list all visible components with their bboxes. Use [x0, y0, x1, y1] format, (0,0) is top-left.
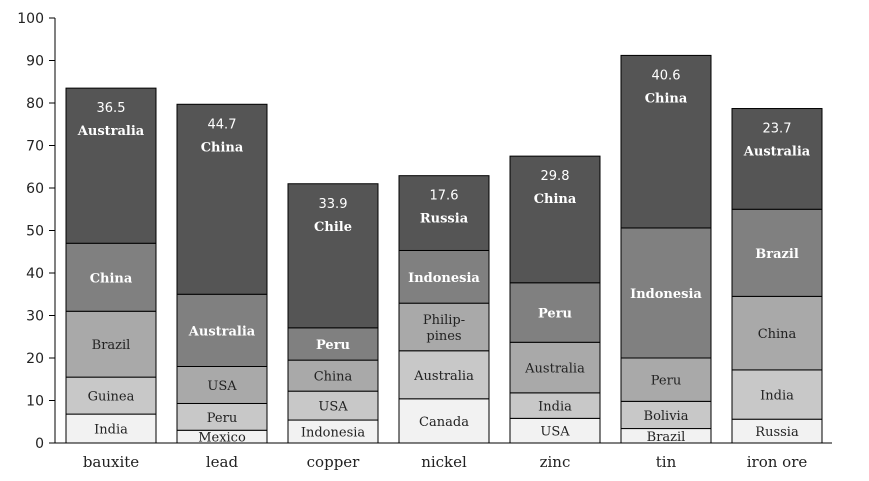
y-tick-label: 40	[26, 266, 44, 282]
bar-segment	[509, 341, 601, 394]
segment-label: USA	[318, 400, 348, 415]
segment-label: China	[758, 327, 797, 342]
segment-label: Guinea	[88, 390, 135, 405]
y-tick-label: 10	[26, 394, 44, 410]
segment-label: Australia	[413, 369, 474, 384]
segment-label: Australia	[77, 124, 145, 139]
bar-segment	[65, 242, 157, 312]
segment-label: China	[201, 140, 244, 155]
bar-segment	[65, 310, 157, 378]
segment-label: Peru	[538, 307, 572, 322]
segment-label: Canada	[419, 415, 469, 430]
y-tick-label: 70	[26, 139, 44, 155]
segment-label: India	[538, 400, 572, 415]
top-segment-value: 40.6	[652, 68, 681, 83]
top-segment-value: 29.8	[541, 169, 570, 184]
y-tick-label: 100	[17, 11, 44, 27]
bar-lead: Mexico Peru USA Australia China 44.7	[176, 103, 268, 446]
bar-segment	[398, 398, 490, 444]
segment-label: China	[314, 370, 353, 385]
top-segment-value: 33.9	[319, 197, 348, 212]
bars-group: India Guinea Brazil China Australia 36.5 Mexic…	[65, 54, 823, 446]
bar-segment	[176, 402, 268, 431]
segment-label: Indonesia	[408, 271, 480, 286]
y-tick-label: 90	[26, 54, 44, 70]
category-label: bauxite	[83, 453, 139, 471]
segment-label: China	[534, 192, 577, 207]
bar-segment	[287, 327, 379, 361]
bar-iron-ore: Russia India China Brazil Australia 23.7	[731, 108, 823, 444]
segment-label: Mexico	[198, 431, 246, 446]
category-label: lead	[206, 453, 239, 471]
bar-segment	[620, 357, 712, 402]
bar-segment	[65, 87, 157, 244]
top-segment-value: 17.6	[430, 189, 459, 204]
y-axis: 0 10 20 30 40 50 60 70 80 90 100	[17, 11, 56, 452]
segment-label: China	[645, 91, 688, 106]
segment-label: Australia	[188, 324, 256, 339]
y-tick-label: 20	[26, 351, 44, 367]
top-segment-value: 36.5	[97, 101, 126, 116]
x-axis: bauxite lead copper nickel zinc tin iron ore	[55, 442, 832, 471]
bar-tin: Brazil Bolivia Peru Indonesia China 40.6	[620, 54, 712, 445]
segment-label: Brazil	[755, 247, 799, 262]
bar-bauxite: India Guinea Brazil China Australia 36.5	[65, 87, 157, 444]
segment-label: Peru	[651, 374, 681, 389]
bar-segment	[176, 293, 268, 367]
bar-segment	[509, 417, 601, 444]
segment-label: Bolivia	[644, 409, 689, 424]
bar-segment	[620, 54, 712, 229]
y-tick-label: 30	[26, 309, 44, 325]
bar-segment	[620, 227, 712, 359]
bar-segment	[398, 350, 490, 400]
segment-label: Indonesia	[301, 426, 366, 441]
bar-segment	[398, 249, 490, 304]
bar-segment	[65, 376, 157, 415]
bar-segment	[398, 175, 490, 251]
segment-label: India	[760, 389, 794, 404]
category-label: iron ore	[747, 453, 808, 471]
segment-label: Russia	[755, 425, 799, 440]
bar-segment	[287, 359, 379, 392]
segment-label: Indonesia	[630, 287, 702, 302]
bar-segment	[620, 400, 712, 430]
bar-segment	[731, 208, 823, 297]
segment-label: Brazil	[647, 430, 686, 445]
bar-segment	[65, 413, 157, 444]
segment-label: India	[94, 423, 128, 438]
segment-label: USA	[540, 425, 570, 440]
segment-label: USA	[207, 379, 237, 394]
category-label: copper	[307, 453, 361, 471]
segment-label: Australia	[743, 145, 811, 160]
segment-label: Chile	[314, 220, 352, 235]
segment-label: Peru	[207, 411, 237, 426]
category-label: zinc	[540, 453, 571, 471]
segment-label: Brazil	[92, 338, 131, 353]
y-tick-label: 80	[26, 96, 44, 112]
top-segment-value: 44.7	[208, 117, 237, 132]
bar-nickel: Canada Australia Philip-pines Indonesia Russ…	[398, 175, 490, 444]
bar-segment	[287, 183, 379, 329]
bar-copper: Indonesia USA China Peru Chile 33.9	[287, 183, 379, 444]
segment-label: Philip-pines	[423, 313, 465, 344]
bar-zinc: USA India Australia Peru China 29.8	[509, 155, 601, 444]
bar-segment	[731, 369, 823, 420]
y-tick-label: 0	[35, 436, 44, 452]
y-tick-label: 50	[26, 224, 44, 240]
top-segment-value: 23.7	[763, 122, 792, 137]
category-label: nickel	[421, 453, 467, 471]
segment-label: Russia	[420, 212, 469, 227]
bar-segment	[731, 295, 823, 371]
segment-label: Peru	[316, 338, 350, 353]
bar-segment	[509, 155, 601, 284]
segment-label: Australia	[524, 362, 585, 377]
segment-label: China	[90, 271, 133, 286]
category-label: tin	[656, 453, 677, 471]
bar-segment	[176, 103, 268, 295]
y-tick-label: 60	[26, 181, 44, 197]
bar-segment	[731, 108, 823, 210]
bar-segment	[509, 392, 601, 419]
